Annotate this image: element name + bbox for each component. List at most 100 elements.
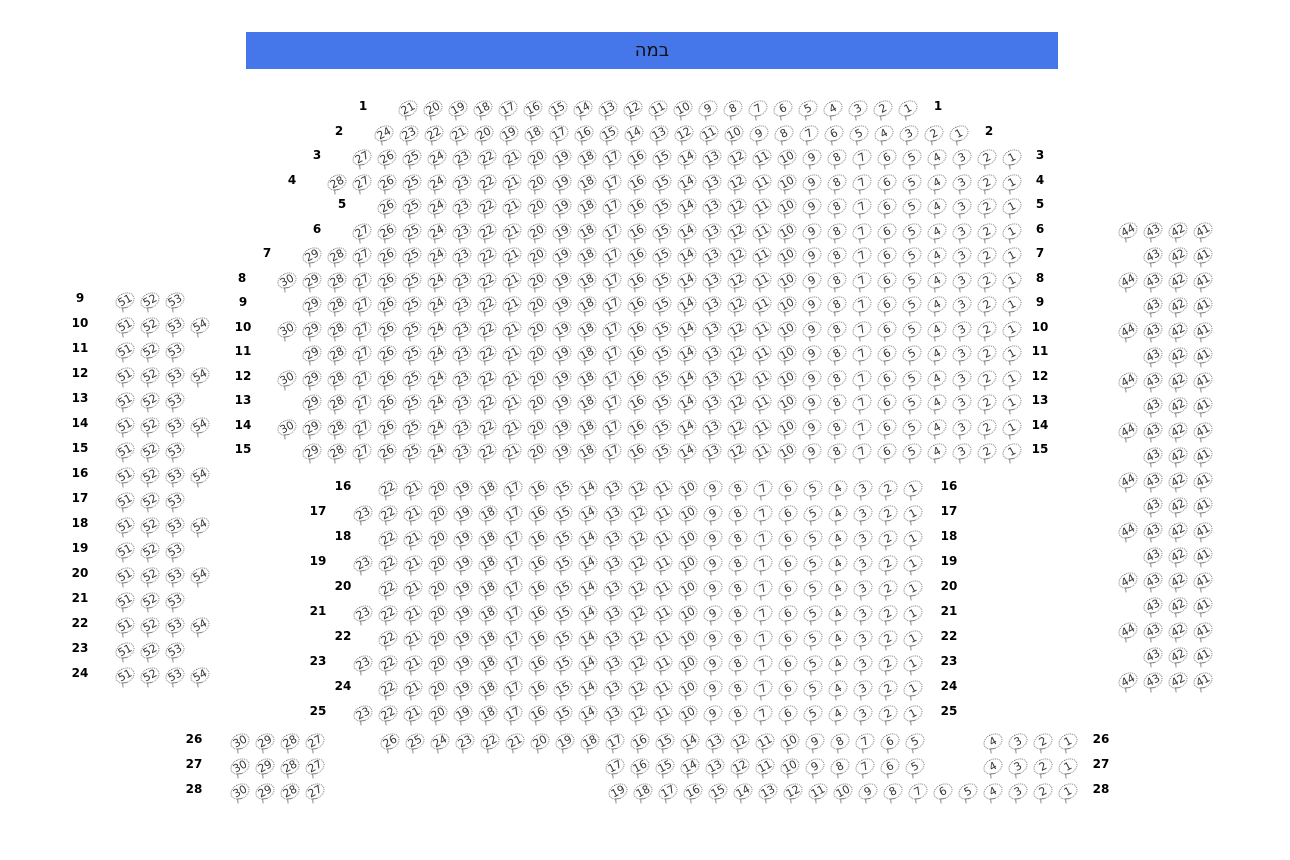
seat[interactable]: 18 xyxy=(475,477,501,500)
seat[interactable]: 1 xyxy=(900,627,926,650)
seat[interactable]: 16 xyxy=(525,527,551,550)
seat[interactable]: 10 xyxy=(675,602,701,625)
seat[interactable]: 51 xyxy=(112,314,138,337)
seat[interactable]: 42 xyxy=(1165,444,1191,467)
seat[interactable]: 6 xyxy=(877,730,903,753)
seat[interactable]: 24 xyxy=(424,366,450,390)
seat[interactable]: 19 xyxy=(549,195,575,218)
seat[interactable]: 13 xyxy=(699,342,725,365)
seat[interactable]: 16 xyxy=(680,780,706,803)
seat[interactable]: 16 xyxy=(624,440,650,463)
seat[interactable]: 1 xyxy=(999,268,1025,292)
seat[interactable]: 5 xyxy=(800,602,826,625)
seat[interactable]: 26 xyxy=(374,293,400,316)
seat[interactable]: 6 xyxy=(874,415,900,439)
seat[interactable]: 52 xyxy=(137,464,163,487)
seat[interactable]: 4 xyxy=(924,366,950,390)
seat[interactable]: 22 xyxy=(474,195,500,218)
seat[interactable]: 6 xyxy=(775,652,801,675)
seat[interactable]: 26 xyxy=(374,244,400,267)
seat[interactable]: 12 xyxy=(724,170,750,194)
seat[interactable]: 16 xyxy=(624,293,650,316)
seat[interactable]: 9 xyxy=(700,677,726,700)
seat[interactable]: 12 xyxy=(724,391,750,414)
seat[interactable]: 44 xyxy=(1115,469,1141,492)
seat[interactable]: 54 xyxy=(187,464,213,487)
seat[interactable]: 22 xyxy=(474,342,500,365)
seat[interactable]: 52 xyxy=(137,339,163,362)
seat[interactable]: 1 xyxy=(895,97,921,120)
seat[interactable]: 16 xyxy=(525,702,551,725)
seat[interactable]: 52 xyxy=(137,539,163,562)
seat[interactable]: 9 xyxy=(802,755,828,778)
seat[interactable]: 19 xyxy=(549,244,575,267)
seat[interactable]: 20 xyxy=(524,195,550,218)
seat[interactable]: 44 xyxy=(1115,519,1141,542)
seat[interactable]: 17 xyxy=(599,440,625,463)
seat[interactable]: 43 xyxy=(1140,344,1166,367)
seat[interactable]: 4 xyxy=(825,527,851,550)
seat[interactable]: 20 xyxy=(425,702,451,725)
seat[interactable]: 10 xyxy=(774,391,800,414)
seat[interactable]: 23 xyxy=(396,121,422,145)
seat[interactable]: 15 xyxy=(649,440,675,463)
seat[interactable]: 7 xyxy=(849,342,875,365)
seat[interactable]: 14 xyxy=(575,477,601,500)
seat[interactable]: 15 xyxy=(550,677,576,700)
seat[interactable]: 26 xyxy=(374,440,400,463)
seat[interactable]: 27 xyxy=(349,219,375,243)
seat[interactable]: 42 xyxy=(1165,244,1191,267)
seat[interactable]: 1 xyxy=(999,391,1025,414)
seat[interactable]: 18 xyxy=(470,97,496,120)
seat[interactable]: 15 xyxy=(649,268,675,292)
seat[interactable]: 20 xyxy=(524,146,550,169)
seat[interactable]: 5 xyxy=(800,652,826,675)
seat[interactable]: 1 xyxy=(900,527,926,550)
seat[interactable]: 1 xyxy=(1055,755,1081,778)
seat[interactable]: 15 xyxy=(649,244,675,267)
seat[interactable]: 22 xyxy=(375,652,401,675)
seat[interactable]: 16 xyxy=(624,342,650,365)
seat[interactable]: 10 xyxy=(675,627,701,650)
seat[interactable]: 44 xyxy=(1115,369,1141,392)
seat[interactable]: 9 xyxy=(799,391,825,414)
seat[interactable]: 42 xyxy=(1165,494,1191,517)
seat[interactable]: 21 xyxy=(395,97,421,120)
seat[interactable]: 52 xyxy=(137,514,163,537)
seat[interactable]: 43 xyxy=(1140,294,1166,317)
seat[interactable]: 4 xyxy=(924,170,950,194)
seat[interactable]: 16 xyxy=(624,146,650,169)
seat[interactable]: 10 xyxy=(774,146,800,169)
seat[interactable]: 11 xyxy=(650,552,676,575)
seat[interactable]: 43 xyxy=(1140,219,1166,242)
seat[interactable]: 17 xyxy=(500,602,526,625)
seat[interactable]: 54 xyxy=(187,414,213,437)
seat[interactable]: 23 xyxy=(350,502,376,525)
seat[interactable]: 29 xyxy=(252,755,278,778)
seat[interactable]: 27 xyxy=(349,440,375,463)
seat[interactable]: 42 xyxy=(1165,519,1191,542)
seat[interactable]: 19 xyxy=(450,677,476,700)
seat[interactable]: 19 xyxy=(549,293,575,316)
seat[interactable]: 14 xyxy=(674,146,700,169)
seat[interactable]: 42 xyxy=(1165,294,1191,317)
seat[interactable]: 23 xyxy=(449,415,475,439)
seat[interactable]: 25 xyxy=(402,730,428,753)
seat[interactable]: 1 xyxy=(999,244,1025,267)
seat[interactable]: 21 xyxy=(446,121,472,145)
seat[interactable]: 24 xyxy=(424,415,450,439)
seat[interactable]: 28 xyxy=(277,780,303,803)
seat[interactable]: 24 xyxy=(424,268,450,292)
seat[interactable]: 51 xyxy=(112,664,138,687)
seat[interactable]: 7 xyxy=(905,780,931,803)
seat[interactable]: 15 xyxy=(649,391,675,414)
seat[interactable]: 44 xyxy=(1115,269,1141,292)
seat[interactable]: 29 xyxy=(299,244,325,267)
seat[interactable]: 11 xyxy=(749,268,775,292)
seat[interactable]: 7 xyxy=(849,366,875,390)
seat[interactable]: 26 xyxy=(374,366,400,390)
seat[interactable]: 10 xyxy=(675,502,701,525)
seat[interactable]: 8 xyxy=(824,415,850,439)
seat[interactable]: 3 xyxy=(850,602,876,625)
seat[interactable]: 2 xyxy=(1030,780,1056,803)
